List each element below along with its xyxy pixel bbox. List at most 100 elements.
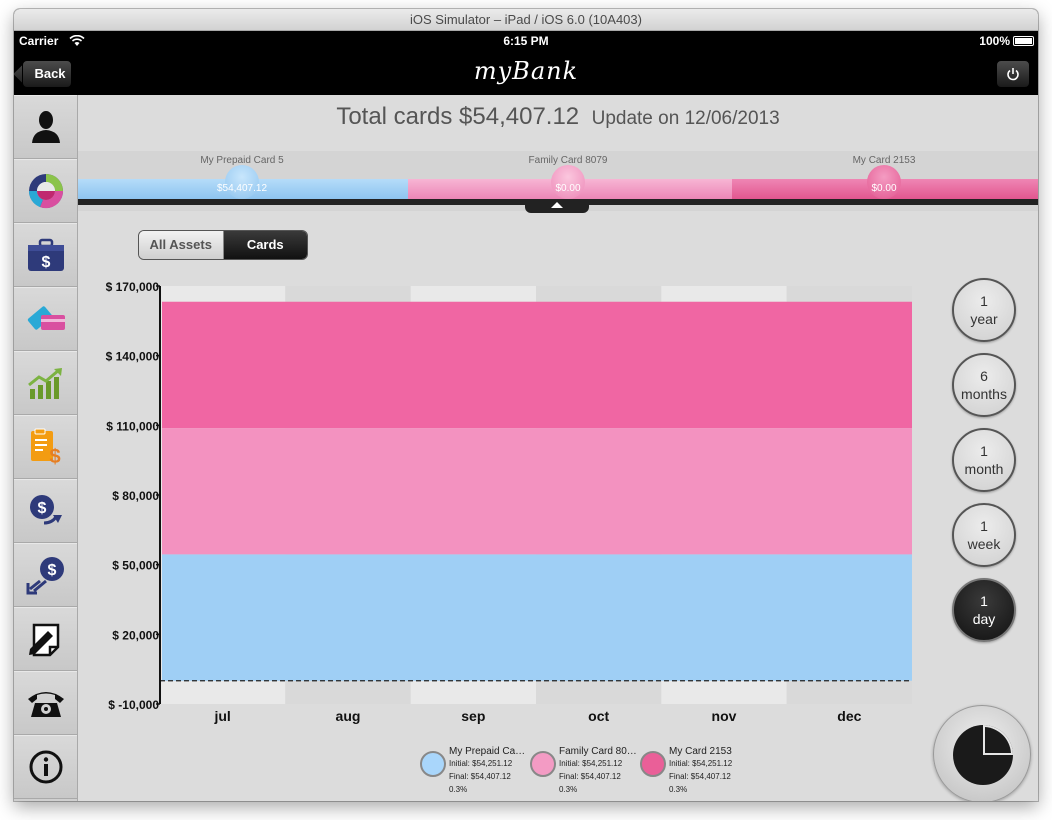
pie-chart-button[interactable] — [933, 705, 1031, 801]
period-unit: year — [970, 311, 998, 327]
document-dollar-icon: $ — [30, 428, 60, 467]
asset-segmented-control: All Assets Cards — [138, 230, 308, 260]
sidebar-item-info[interactable] — [14, 735, 77, 799]
back-button[interactable]: Back — [22, 60, 72, 88]
card-knob[interactable] — [551, 165, 585, 199]
sidebar-item-notes[interactable] — [14, 607, 77, 671]
legend-final: Final: $54,407.12 — [449, 772, 511, 781]
status-time: 6:15 PM — [503, 34, 549, 48]
x-tick-label: jul — [213, 708, 230, 724]
y-tick-label: $ 50,000 — [112, 559, 159, 573]
x-tick-label: sep — [461, 708, 485, 724]
edit-note-icon — [28, 623, 59, 657]
card-amount: $0.00 — [555, 183, 581, 194]
svg-text:$: $ — [41, 254, 50, 271]
svg-text:$: $ — [37, 500, 46, 517]
power-icon — [1007, 68, 1019, 81]
telephone-icon — [27, 692, 64, 717]
period-unit: month — [964, 461, 1004, 477]
dollar-transfer-out-icon: $ — [29, 495, 62, 525]
card-amount: $54,407.12 — [216, 183, 268, 194]
pie-chart-icon — [953, 725, 1013, 785]
card-knob[interactable] — [867, 165, 901, 199]
sidebar-item-assets[interactable]: $ — [14, 223, 77, 287]
segment-cards[interactable]: Cards — [223, 231, 307, 259]
period-unit: day — [972, 611, 996, 627]
y-tick-label: $ 20,000 — [112, 628, 159, 642]
period-button-1-month[interactable]: 1 month — [952, 428, 1016, 492]
legend-initial: Initial: $54,251.12 — [449, 759, 513, 768]
app-content: $ — [14, 95, 1038, 801]
period-button-1-week[interactable]: 1 week — [952, 503, 1016, 567]
info-icon — [29, 750, 62, 784]
window-title: iOS Simulator – iPad / iOS 6.0 (10A403) — [14, 9, 1038, 31]
person-icon — [31, 111, 60, 143]
period-button-1-year[interactable]: 1 year — [952, 278, 1016, 342]
x-tick-label: nov — [712, 708, 737, 724]
svg-text:$: $ — [47, 562, 56, 579]
x-tick-label: aug — [336, 708, 361, 724]
legend-swatch — [640, 751, 666, 777]
legend-swatch — [530, 751, 556, 777]
legend-percent: 0.3% — [559, 785, 578, 794]
collapse-handle[interactable] — [525, 199, 589, 213]
area-my-prepaid-card-5 — [162, 554, 912, 681]
period-number: 6 — [980, 368, 988, 384]
legend-percent: 0.3% — [449, 785, 468, 794]
period-button-6-months[interactable]: 6 months — [952, 353, 1016, 417]
period-number: 1 — [980, 293, 988, 309]
cards-icon — [27, 306, 65, 330]
sidebar-item-contact[interactable] — [14, 671, 77, 735]
sidebar-item-cards[interactable] — [14, 287, 77, 351]
legend-final: Final: $54,407.12 — [559, 772, 621, 781]
growth-chart-icon — [27, 368, 62, 399]
legend-final: Final: $54,407.12 — [669, 772, 731, 781]
card-slider[interactable]: My Prepaid Card 5 Family Card 8079 My Ca… — [78, 151, 1038, 213]
page-title: Total cards $54,407.12 Update on 12/06/2… — [78, 103, 1038, 131]
y-tick-label: $ 140,000 — [106, 350, 160, 364]
sidebar-item-portfolio[interactable] — [14, 159, 77, 223]
total-cards-label: Total cards $54,407.12 — [336, 103, 580, 130]
y-tick-label: $ -10,000 — [108, 698, 159, 712]
legend-percent: 0.3% — [669, 785, 688, 794]
briefcase-dollar-icon: $ — [27, 238, 64, 271]
app-logo: myBank — [473, 57, 579, 85]
card-name: My Card 2153 — [852, 155, 916, 166]
up-arrow-icon — [551, 202, 563, 208]
legend-name: My Card 2153 — [669, 746, 732, 757]
sidebar-item-profile[interactable] — [14, 95, 77, 159]
sidebar-item-transfer-in[interactable]: $ — [14, 543, 77, 607]
legend-swatch — [420, 751, 446, 777]
card-knob[interactable] — [225, 165, 259, 199]
dollar-transfer-in-icon: $ — [26, 557, 64, 595]
battery-icon — [1013, 36, 1034, 46]
x-tick-label: dec — [837, 708, 861, 724]
battery-percent: 100% — [979, 34, 1010, 48]
period-number: 1 — [980, 443, 988, 459]
legend-name: Family Card 80… — [559, 746, 637, 757]
area-family-card-8079 — [162, 428, 912, 555]
y-tick-label: $ 80,000 — [112, 489, 159, 503]
status-bar: Carrier 6:15 PM 100% — [14, 31, 1038, 51]
period-number: 1 — [980, 593, 988, 609]
donut-chart-icon — [28, 174, 63, 209]
card-amount: $0.00 — [871, 183, 897, 194]
stacked-area-chart: $ 170,000 $ 140,000 $ 110,000 $ 80,000 $ 50,… — [106, 280, 912, 724]
sidebar-item-investments[interactable] — [14, 351, 77, 415]
card-name: Family Card 8079 — [528, 155, 608, 166]
navigation-bar: Back myBank — [14, 51, 1038, 95]
update-date-label: Update on 12/06/2013 — [591, 108, 780, 129]
legend-initial: Initial: $54,251.12 — [559, 759, 623, 768]
sidebar-item-transfer-out[interactable]: $ — [14, 479, 77, 543]
sidebar-item-statements[interactable]: $ — [14, 415, 77, 479]
area-my-card-2153 — [162, 301, 912, 429]
card-name: My Prepaid Card 5 — [200, 155, 284, 166]
y-tick-label: $ 170,000 — [106, 280, 160, 294]
legend-name: My Prepaid Ca… — [449, 746, 526, 757]
period-button-1-day[interactable]: 1 day — [952, 578, 1016, 642]
period-number: 1 — [980, 518, 988, 534]
segment-all-assets[interactable]: All Assets — [139, 231, 224, 259]
sidebar: $ — [14, 95, 78, 801]
legend-initial: Initial: $54,251.12 — [669, 759, 733, 768]
logout-button[interactable] — [996, 60, 1030, 88]
